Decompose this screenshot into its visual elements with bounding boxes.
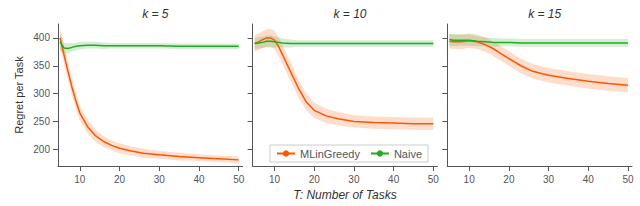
svg-text:Regret per Task: Regret per Task (13, 56, 25, 134)
svg-text:30: 30 (543, 174, 555, 185)
svg-text:20: 20 (114, 174, 126, 185)
svg-text:10: 10 (269, 174, 281, 185)
svg-text:k = 15: k = 15 (528, 7, 561, 21)
svg-text:k = 10: k = 10 (333, 7, 366, 21)
svg-text:50: 50 (622, 174, 634, 185)
svg-text:Naive: Naive (394, 148, 422, 160)
svg-text:50: 50 (428, 174, 440, 185)
svg-text:10: 10 (74, 174, 86, 185)
svg-text:k = 5: k = 5 (142, 7, 169, 21)
svg-text:200: 200 (33, 144, 50, 155)
svg-text:T: Number of Tasks: T: Number of Tasks (293, 188, 396, 202)
svg-text:MLinGreedy: MLinGreedy (300, 148, 360, 160)
svg-text:40: 40 (388, 174, 400, 185)
svg-text:40: 40 (193, 174, 205, 185)
svg-text:300: 300 (33, 88, 50, 99)
svg-text:30: 30 (348, 174, 360, 185)
svg-text:50: 50 (233, 174, 245, 185)
svg-text:350: 350 (33, 60, 50, 71)
svg-text:400: 400 (33, 32, 50, 43)
svg-text:10: 10 (464, 174, 476, 185)
svg-text:250: 250 (33, 116, 50, 127)
svg-text:30: 30 (154, 174, 166, 185)
svg-text:20: 20 (503, 174, 515, 185)
svg-text:40: 40 (583, 174, 595, 185)
svg-text:20: 20 (309, 174, 321, 185)
